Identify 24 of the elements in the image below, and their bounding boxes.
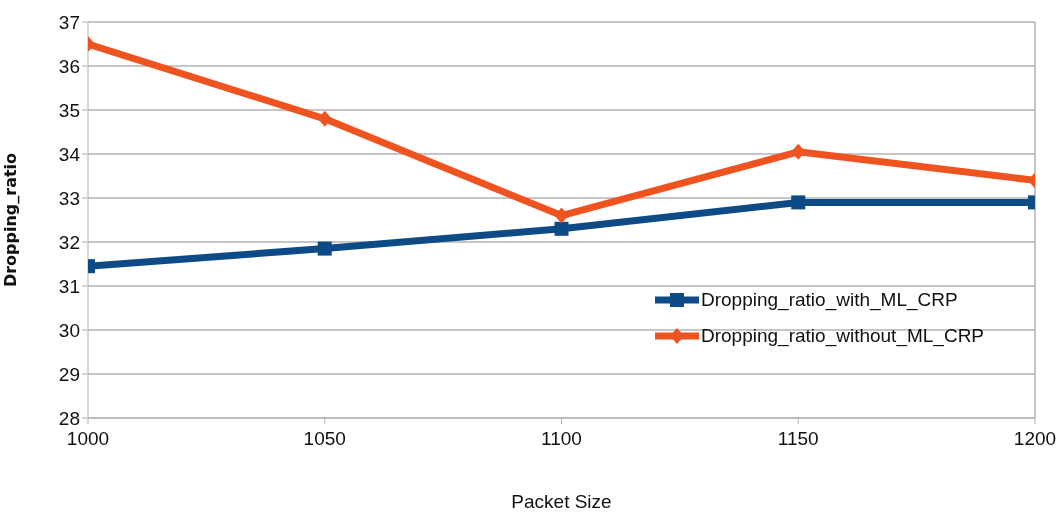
y-tick-label: 29 <box>58 363 80 385</box>
x-tick-label: 1000 <box>66 428 110 450</box>
y-tick-label: 28 <box>58 407 80 429</box>
y-axis-title: Dropping_ratio <box>0 152 20 288</box>
y-tick-label: 37 <box>58 11 80 33</box>
x-tick-label: 1100 <box>541 428 582 450</box>
point <box>791 195 806 210</box>
y-tick-label: 31 <box>58 275 80 297</box>
legend-label: Dropping_ratio_without_ML_CRP <box>701 324 985 349</box>
y-tick-label: 34 <box>58 143 81 165</box>
point <box>554 207 569 224</box>
y-tick-label: 35 <box>58 99 80 121</box>
x-axis-title: Packet Size <box>511 491 612 512</box>
x-tick-label: 1150 <box>777 428 819 450</box>
y-tick-label: 36 <box>58 55 80 77</box>
y-tick-label: 32 <box>58 231 80 253</box>
point <box>554 221 569 236</box>
point <box>317 110 332 127</box>
x-tick-label: 1200 <box>1013 428 1057 450</box>
point <box>317 241 332 256</box>
x-tick-label: 1050 <box>303 428 346 450</box>
legend-label: Dropping_ratio_with_ML_CRP <box>701 288 958 313</box>
y-tick-label: 33 <box>58 187 80 209</box>
y-tick-label: 30 <box>58 319 80 341</box>
